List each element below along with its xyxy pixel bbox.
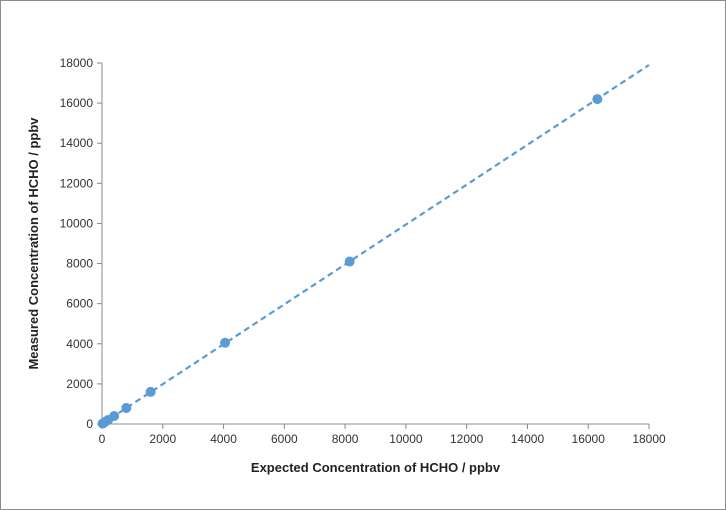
data-point [220,337,231,348]
x-axis-ticks: 0 2000 4000 6000 8000 10000 12000 14000 16000 180… [99,424,666,446]
x-tick-label: 12000 [450,432,484,446]
x-tick-label: 10000 [389,432,423,446]
y-axis-ticks: 0 2000 4000 6000 8000 10000 12000 14000 16000 180… [60,56,102,431]
x-tick-label: 4000 [210,432,237,446]
y-tick-label: 18000 [60,56,94,70]
y-tick-label: 4000 [66,337,93,351]
x-tick-label: 2000 [149,432,176,446]
y-tick-label: 10000 [60,216,94,230]
y-tick-label: 6000 [66,297,93,311]
data-point [121,402,132,413]
y-axis-title: Measured Concentration of HCHO / ppbv [26,117,41,370]
x-tick-label: 0 [99,432,106,446]
y-tick-label: 12000 [60,176,94,190]
data-point [109,410,120,421]
data-point [145,386,156,397]
y-tick-label: 2000 [66,377,93,391]
y-tick-label: 16000 [60,96,94,110]
x-axis-title: Expected Concentration of HCHO / ppbv [251,460,501,475]
x-tick-label: 8000 [332,432,359,446]
trendline [101,64,650,425]
x-tick-label: 16000 [572,432,606,446]
x-tick-label: 14000 [511,432,545,446]
data-points [97,94,603,429]
data-point [592,94,603,105]
data-point [344,256,355,267]
x-tick-label: 6000 [271,432,298,446]
x-tick-label: 18000 [632,432,666,446]
y-tick-label: 14000 [60,136,94,150]
y-tick-label: 8000 [66,257,93,271]
y-tick-label: 0 [86,417,93,431]
